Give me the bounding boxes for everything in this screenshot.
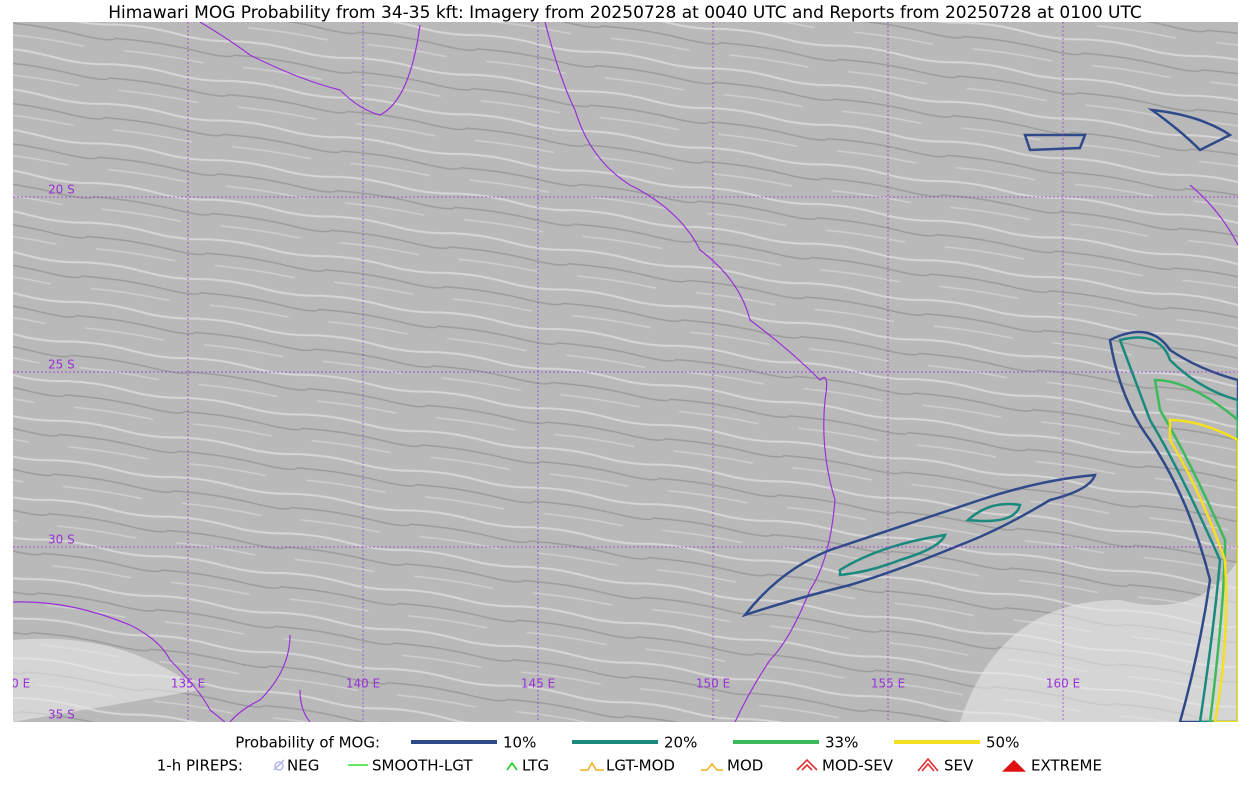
- lon-label: 145 E: [521, 677, 555, 691]
- lat-label: 35 S: [48, 708, 75, 722]
- legend-icon: [273, 759, 285, 771]
- legend-label: MOD-SEV: [822, 757, 894, 775]
- lat-label: 25 S: [48, 358, 75, 372]
- legend-label: 33%: [825, 734, 858, 752]
- legend-label: SEV: [944, 757, 974, 775]
- lat-label: 20 S: [48, 183, 75, 197]
- lon-label: 140 E: [346, 677, 380, 691]
- legend-label: 50%: [986, 734, 1019, 752]
- legend-icon: [1002, 759, 1026, 772]
- graticule: 20 S 25 S 30 S 35 S 130 E 135 E 140 E 145 E 150 …: [0, 22, 1238, 722]
- legend: Probability of MOG: 1-h PIREPS: 10% 20% 33…: [157, 734, 1102, 775]
- legend-title: Probability of MOG:: [235, 734, 380, 752]
- legend-icon: [701, 762, 723, 771]
- legend-label: EXTREME: [1031, 757, 1102, 775]
- legend-label: SMOOTH-LGT: [372, 757, 473, 775]
- map: 20 S 25 S 30 S 35 S 130 E 135 E 140 E 145 E 150 …: [0, 22, 1238, 722]
- legend-label: LTG: [522, 757, 549, 775]
- coastline: [13, 22, 1238, 722]
- legend-label: MOD: [727, 757, 763, 775]
- lat-label: 30 S: [48, 533, 75, 547]
- mog-contours: [741, 108, 1238, 722]
- lon-label: 150 E: [696, 677, 730, 691]
- legend-label: NEG: [287, 757, 319, 775]
- legend-label: 20%: [664, 734, 697, 752]
- legend-icon: [506, 761, 518, 771]
- lon-label: 160 E: [1046, 677, 1080, 691]
- lon-label: 155 E: [871, 677, 905, 691]
- cloud-area: [13, 560, 1238, 722]
- title: Himawari MOG Probability from 34-35 kft:…: [108, 3, 1142, 23]
- legend-label: 10%: [503, 734, 536, 752]
- legend-icon: [917, 757, 939, 772]
- lon-label: 130 E: [0, 677, 30, 691]
- legend-title: 1-h PIREPS:: [157, 757, 243, 775]
- legend-label: LGT-MOD: [606, 757, 675, 775]
- legend-icon: [796, 758, 818, 771]
- lon-label: 135 E: [171, 677, 205, 691]
- legend-icon: [580, 761, 604, 771]
